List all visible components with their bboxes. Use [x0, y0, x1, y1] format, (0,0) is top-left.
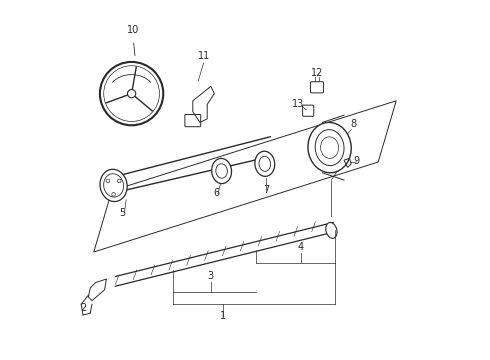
Text: 11: 11 — [197, 51, 210, 61]
Text: 13: 13 — [292, 99, 304, 109]
Circle shape — [118, 179, 121, 183]
Ellipse shape — [212, 158, 231, 184]
Text: 3: 3 — [208, 271, 214, 281]
Text: 8: 8 — [350, 119, 356, 129]
Text: 9: 9 — [354, 156, 360, 166]
Text: 10: 10 — [127, 25, 140, 35]
Circle shape — [106, 179, 110, 183]
Text: 12: 12 — [311, 68, 323, 78]
Text: 5: 5 — [120, 208, 126, 218]
Text: 7: 7 — [263, 185, 269, 195]
Text: 1: 1 — [220, 311, 226, 321]
Circle shape — [127, 90, 136, 98]
Text: 6: 6 — [213, 188, 219, 198]
Ellipse shape — [255, 151, 275, 176]
Text: 4: 4 — [298, 242, 304, 252]
Ellipse shape — [326, 222, 337, 238]
Circle shape — [112, 193, 116, 196]
Ellipse shape — [308, 122, 351, 173]
Text: 2: 2 — [80, 303, 87, 314]
Ellipse shape — [100, 169, 127, 202]
